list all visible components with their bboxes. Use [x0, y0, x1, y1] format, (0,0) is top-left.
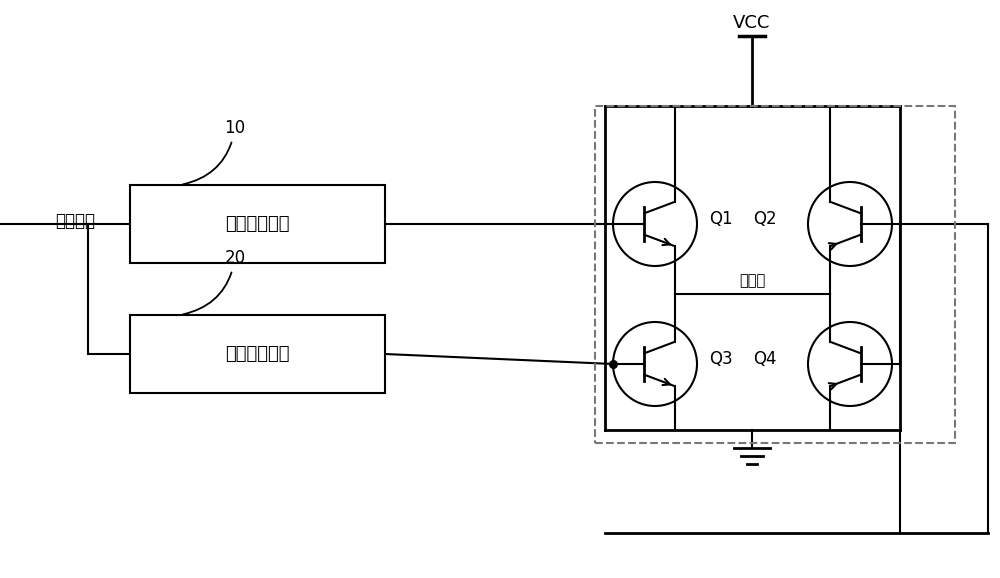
Bar	[595, 106, 955, 443]
Text: 10: 10	[183, 119, 246, 184]
Bar	[130, 315, 385, 393]
Text: 20: 20	[183, 249, 246, 314]
Text: Q4: Q4	[753, 350, 776, 368]
Text: VCC: VCC	[733, 14, 771, 32]
Text: 第二驱动支路: 第二驱动支路	[225, 345, 290, 363]
Text: Q1: Q1	[709, 210, 733, 228]
Text: Q2: Q2	[753, 210, 777, 228]
Text: 输出端: 输出端	[739, 273, 766, 288]
Text: 第一驱动支路: 第一驱动支路	[225, 215, 290, 233]
Text: 控制信号: 控制信号	[55, 212, 95, 230]
Text: Q3: Q3	[709, 350, 733, 368]
Bar	[130, 185, 385, 263]
